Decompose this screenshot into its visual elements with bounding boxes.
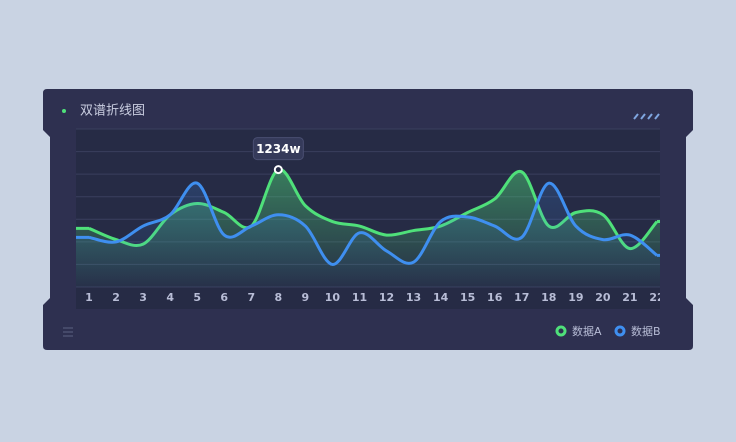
x-tick-label: 13 bbox=[406, 291, 421, 304]
x-tick-label: 12 bbox=[379, 291, 394, 304]
legend-marker bbox=[555, 325, 567, 337]
x-tick-label: 20 bbox=[595, 291, 611, 304]
x-tick-label: 3 bbox=[139, 291, 147, 304]
x-tick-label: 8 bbox=[275, 291, 283, 304]
x-tick-label: 22 bbox=[649, 291, 664, 304]
x-tick-label: 5 bbox=[193, 291, 201, 304]
menu-icon[interactable] bbox=[63, 327, 73, 337]
x-tick-label: 1 bbox=[85, 291, 93, 304]
tooltip-text: 1234w bbox=[256, 142, 300, 156]
x-tick-label: 18 bbox=[541, 291, 556, 304]
x-tick-label: 17 bbox=[514, 291, 529, 304]
x-tick-label: 10 bbox=[325, 291, 341, 304]
x-tick-label: 4 bbox=[166, 291, 174, 304]
title-dot bbox=[62, 109, 66, 113]
legend-label: 数据B bbox=[631, 324, 661, 338]
x-tick-label: 2 bbox=[112, 291, 120, 304]
line bbox=[88, 181, 658, 266]
decor-slashes bbox=[633, 113, 660, 120]
x-tick-label: 21 bbox=[622, 291, 637, 304]
x-tick-label: 16 bbox=[487, 291, 503, 304]
title: 双谱折线图 bbox=[80, 104, 145, 119]
legend-label: 数据A bbox=[572, 324, 602, 338]
highlight-point bbox=[273, 165, 283, 175]
plot: 1 2 3 4 5 6 7 8 9 10 11 12 13 14 15 16 17 18 19 20 21 22 bbox=[76, 168, 664, 304]
tooltip-box bbox=[252, 137, 304, 161]
overlay: 1234w 数据A 数据B bbox=[252, 137, 661, 338]
legend-marker bbox=[614, 325, 626, 337]
x-tick-label: 9 bbox=[302, 291, 310, 304]
x-tick-label: 11 bbox=[352, 291, 367, 304]
x-tick-label: 7 bbox=[247, 291, 255, 304]
x-tick-label: 15 bbox=[460, 291, 475, 304]
x-tick-label: 6 bbox=[220, 291, 228, 304]
x-tick-label: 19 bbox=[568, 291, 583, 304]
x-tick-label: 14 bbox=[433, 291, 449, 304]
